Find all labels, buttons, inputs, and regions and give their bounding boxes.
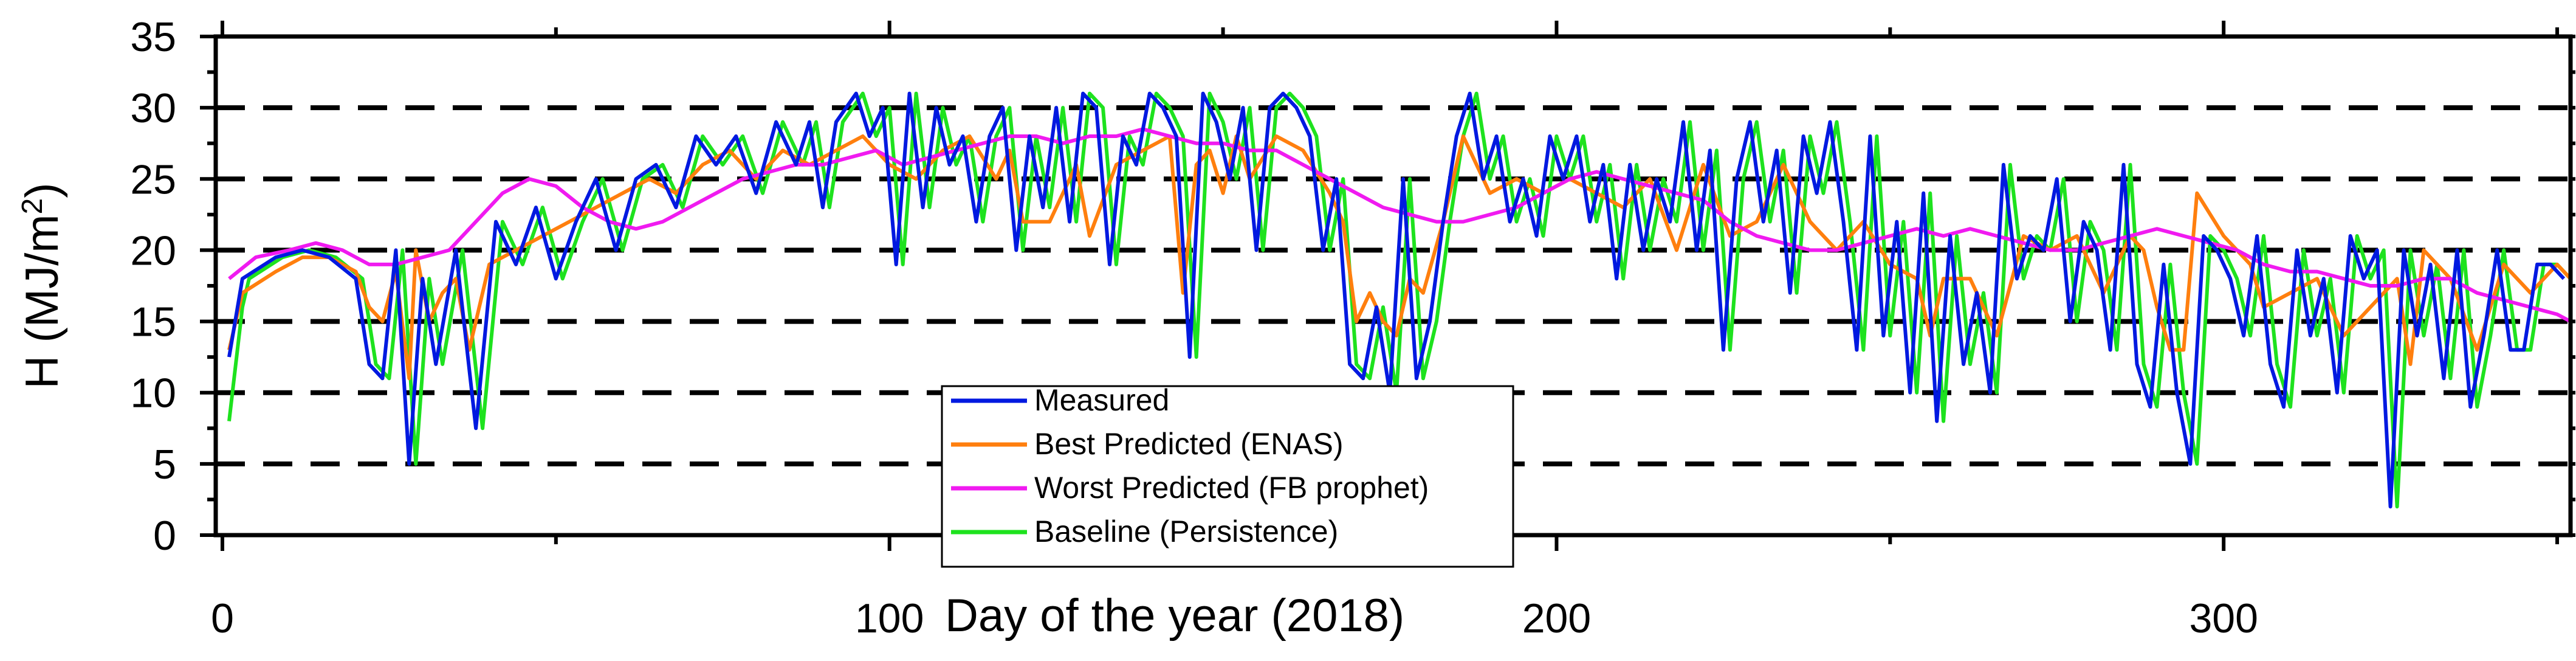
y-tick-label: 35 [130, 14, 176, 60]
series-line-measured [227, 91, 2566, 509]
x-tick-labels: 0 100 200 300 [211, 595, 2258, 642]
legend-box [941, 385, 1514, 568]
x-tick-label: 100 [855, 595, 924, 642]
y-axis-title-superscript: 2 [16, 198, 49, 215]
y-axis-title: H (MJ/m2) [16, 182, 68, 389]
y-tick-label: 0 [153, 513, 176, 559]
x-tick-label: 0 [211, 595, 234, 642]
y-tick-label: 15 [130, 299, 176, 345]
x-tick-label: 300 [2189, 595, 2258, 642]
axis-ticks [200, 21, 2575, 551]
legend-label: Baseline (Persistence) [1034, 514, 1338, 549]
y-tick-label: 20 [130, 227, 176, 274]
legend-label: Worst Predicted (FB prophet) [1034, 471, 1429, 505]
y-tick-label: 10 [130, 370, 176, 417]
y-tick-labels: 0 5 10 15 20 25 30 35 [130, 14, 176, 559]
y-tick-label: 30 [130, 85, 176, 131]
legend-label: Measured [1034, 383, 1169, 417]
legend-label: Best Predicted (ENAS) [1034, 427, 1344, 461]
y-tick-label: 25 [130, 156, 176, 202]
legend: Measured Best Predicted (ENAS) Worst Predi… [941, 383, 1514, 568]
series-line-baseline-persistence [227, 91, 2572, 509]
x-tick-label: 200 [1522, 595, 1591, 642]
y-tick-label: 5 [153, 441, 176, 488]
series-group [227, 91, 2572, 509]
x-axis-title: Day of the year (2018) [945, 590, 1404, 642]
series-line-worst-predicted-fb-prophet [228, 127, 2572, 324]
